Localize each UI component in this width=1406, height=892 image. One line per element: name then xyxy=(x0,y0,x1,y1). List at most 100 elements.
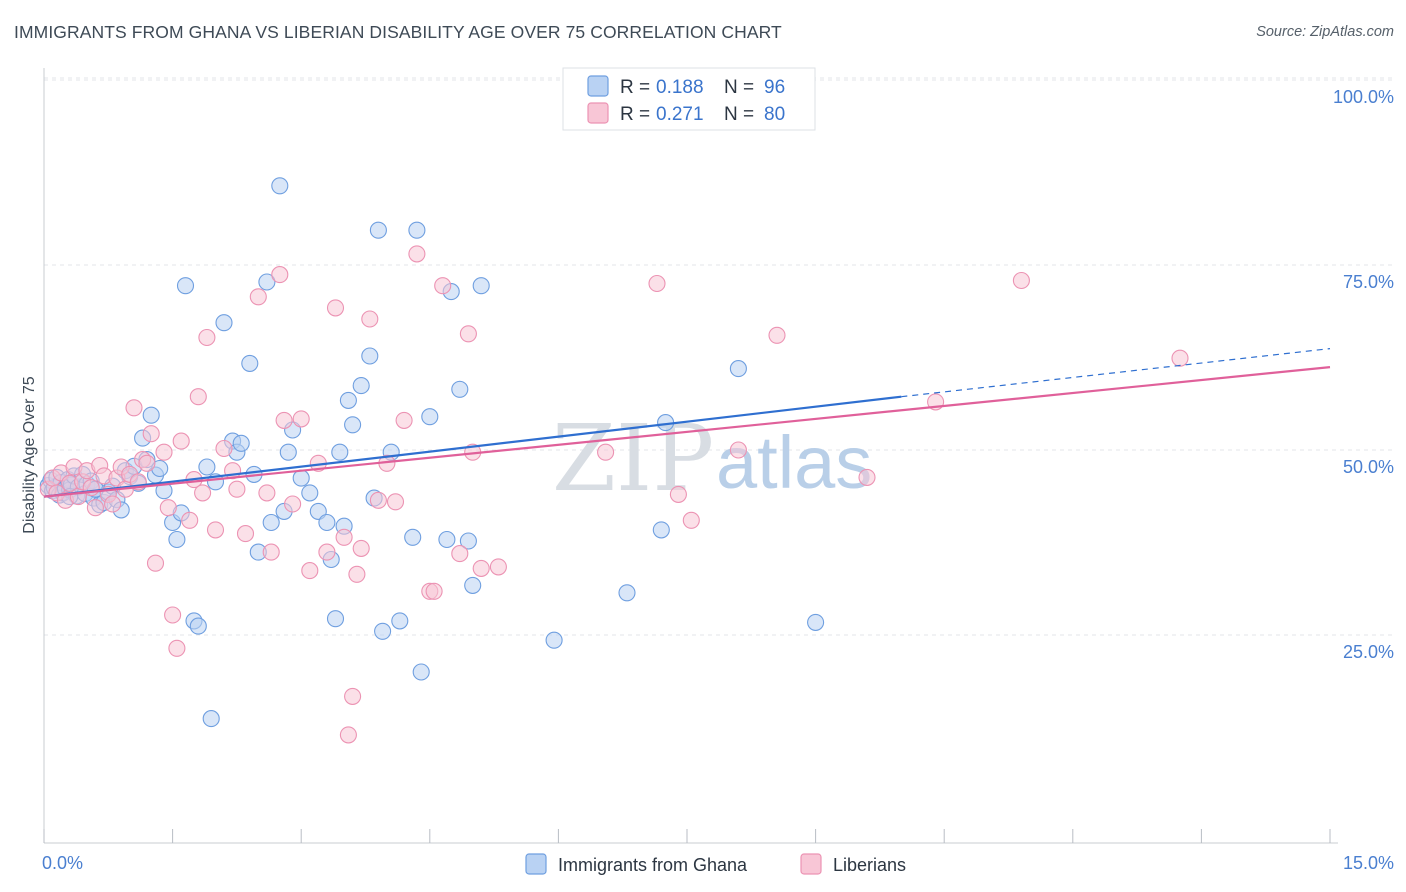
chart-title: IMMIGRANTS FROM GHANA VS LIBERIAN DISABI… xyxy=(14,22,782,42)
data-point-ghana xyxy=(361,347,379,365)
series-legend-label-ghana: Immigrants from Ghana xyxy=(558,855,748,875)
data-point-liberians xyxy=(408,245,426,263)
legend-r-label-ghana: R = xyxy=(620,77,650,98)
data-point-liberians xyxy=(768,326,786,344)
data-point-liberians xyxy=(292,410,310,428)
data-point-liberians xyxy=(168,639,186,657)
trend-layer xyxy=(43,348,1331,498)
data-point-liberians xyxy=(206,521,225,539)
data-point-liberians xyxy=(164,606,182,624)
data-point-liberians xyxy=(344,687,362,705)
data-point-liberians xyxy=(284,495,302,513)
x-tick-label-min: 0.0% xyxy=(42,853,83,873)
data-point-ghana xyxy=(438,530,456,549)
data-point-ghana xyxy=(472,277,490,295)
series-legend-swatch-ghana xyxy=(525,853,547,875)
series-legend: Immigrants from Ghana Liberians xyxy=(525,853,906,875)
y-tick-label: 50.0% xyxy=(1343,457,1394,477)
data-point-ghana xyxy=(202,710,220,728)
legend-n-value-liberians: 80 xyxy=(764,104,785,125)
trendline-ghana-projection xyxy=(901,348,1331,398)
data-point-liberians xyxy=(104,495,122,513)
data-point-liberians xyxy=(1171,349,1189,367)
data-point-liberians xyxy=(262,543,280,561)
watermark: ZIP atlas xyxy=(552,405,872,512)
data-point-ghana xyxy=(318,513,336,532)
data-point-liberians xyxy=(236,525,255,543)
legend-n-label-ghana: N = xyxy=(724,77,754,98)
data-point-ghana xyxy=(262,513,280,532)
y-tick-label: 100.0% xyxy=(1333,87,1394,107)
data-point-ghana xyxy=(404,528,422,546)
data-point-ghana xyxy=(369,221,387,239)
data-point-ghana xyxy=(618,584,636,602)
data-point-ghana xyxy=(412,663,430,681)
data-point-liberians xyxy=(86,499,104,517)
data-point-ghana xyxy=(408,221,426,239)
data-point-ghana xyxy=(271,177,289,195)
data-point-liberians xyxy=(181,511,199,529)
data-point-liberians xyxy=(138,454,156,472)
trendline-ghana xyxy=(43,395,902,498)
data-point-ghana xyxy=(339,391,357,409)
data-point-liberians xyxy=(425,582,443,600)
data-point-liberians xyxy=(729,441,747,459)
data-point-liberians xyxy=(125,399,143,417)
data-point-ghana xyxy=(344,416,362,434)
data-point-liberians xyxy=(361,310,379,328)
data-point-ghana xyxy=(451,380,469,398)
trendline-liberians xyxy=(43,366,1331,498)
legend-swatch-ghana xyxy=(587,75,609,97)
data-point-liberians xyxy=(1012,271,1030,290)
data-point-ghana xyxy=(198,458,216,476)
data-point-liberians xyxy=(159,499,177,517)
data-point-ghana xyxy=(807,613,825,631)
data-point-liberians xyxy=(228,480,246,498)
data-point-liberians xyxy=(146,554,165,572)
data-point-ghana xyxy=(279,443,297,461)
y-tick-label: 75.0% xyxy=(1343,272,1394,292)
data-point-liberians xyxy=(348,565,366,583)
data-point-liberians xyxy=(249,288,267,306)
chart-source: Source: ZipAtlas.com xyxy=(1256,24,1394,40)
data-point-ghana xyxy=(374,622,392,640)
data-point-ghana xyxy=(241,354,259,372)
data-point-ghana xyxy=(301,484,319,502)
data-point-liberians xyxy=(682,511,700,529)
data-point-ghana xyxy=(459,532,477,550)
data-point-ghana xyxy=(232,434,250,452)
legend-n-value-ghana: 96 xyxy=(764,77,785,98)
data-point-ghana xyxy=(258,273,276,291)
data-point-ghana xyxy=(545,631,563,649)
data-point-ghana xyxy=(168,530,186,549)
data-point-liberians xyxy=(669,485,687,503)
data-point-liberians xyxy=(194,484,212,502)
data-point-ghana xyxy=(391,612,409,630)
data-point-liberians xyxy=(301,562,319,580)
data-point-liberians xyxy=(858,468,876,486)
data-point-ghana xyxy=(189,617,207,635)
data-point-liberians xyxy=(335,528,353,546)
data-point-liberians xyxy=(275,411,293,429)
data-point-liberians xyxy=(172,432,190,450)
data-point-liberians xyxy=(326,299,345,317)
data-point-ghana xyxy=(176,277,195,295)
data-point-liberians xyxy=(472,559,490,577)
data-point-liberians xyxy=(271,266,289,284)
data-point-ghana xyxy=(292,469,310,487)
data-point-liberians xyxy=(489,558,507,576)
legend-r-label-liberians: R = xyxy=(620,104,650,125)
data-point-liberians xyxy=(339,726,357,744)
data-point-liberians xyxy=(451,545,469,563)
data-point-liberians xyxy=(369,491,387,509)
watermark-zip: ZIP xyxy=(552,405,714,512)
data-point-liberians xyxy=(352,539,370,557)
legend-swatch-liberians xyxy=(587,102,609,124)
data-point-liberians xyxy=(155,443,173,461)
data-point-ghana xyxy=(142,406,160,424)
data-point-ghana xyxy=(352,377,370,395)
data-point-liberians xyxy=(189,388,207,406)
data-point-liberians xyxy=(597,443,615,461)
data-point-ghana xyxy=(331,443,349,461)
